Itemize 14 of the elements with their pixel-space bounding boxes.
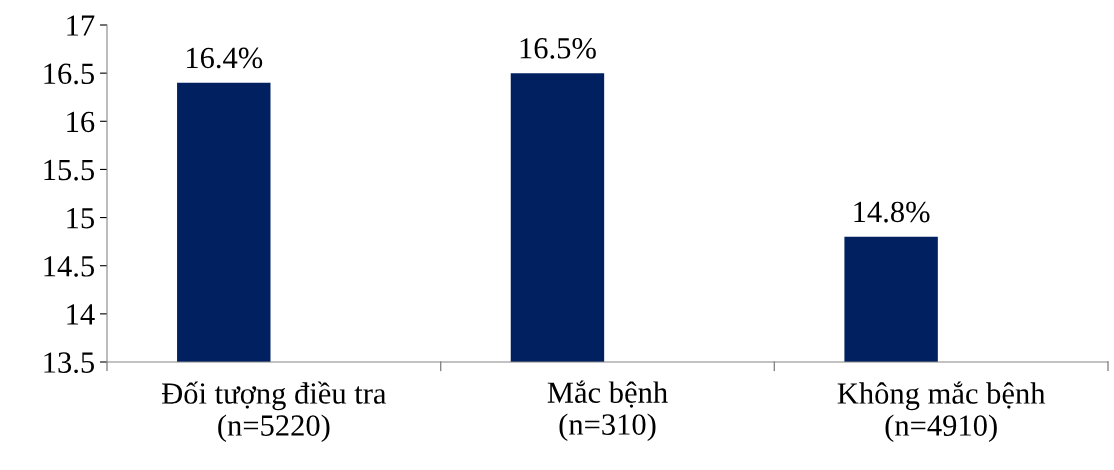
data-label: 16.4% [187, 47, 263, 69]
y-tick-label: 15 [67, 208, 94, 229]
y-tick-label: 16 [67, 111, 95, 133]
y-tick-label: 15.5 [44, 159, 94, 181]
x-tick-label: Đối tượng điều tra (n=5220) [161, 381, 387, 443]
y-tick-label: 13.5 [44, 352, 94, 374]
x-tick-label: Không mắc bệnh (n=4910) [837, 381, 1046, 443]
x-tick-label: Mắc bệnh (n=310) [547, 380, 668, 442]
y-tick-label: 14.5 [44, 256, 94, 277]
y-tick-label: 17 [67, 15, 95, 36]
data-label: 16.5% [520, 37, 596, 59]
y-tick-label: 16.5 [44, 63, 94, 85]
data-label: 14.8% [854, 201, 930, 223]
y-tick-label: 14 [67, 304, 95, 325]
